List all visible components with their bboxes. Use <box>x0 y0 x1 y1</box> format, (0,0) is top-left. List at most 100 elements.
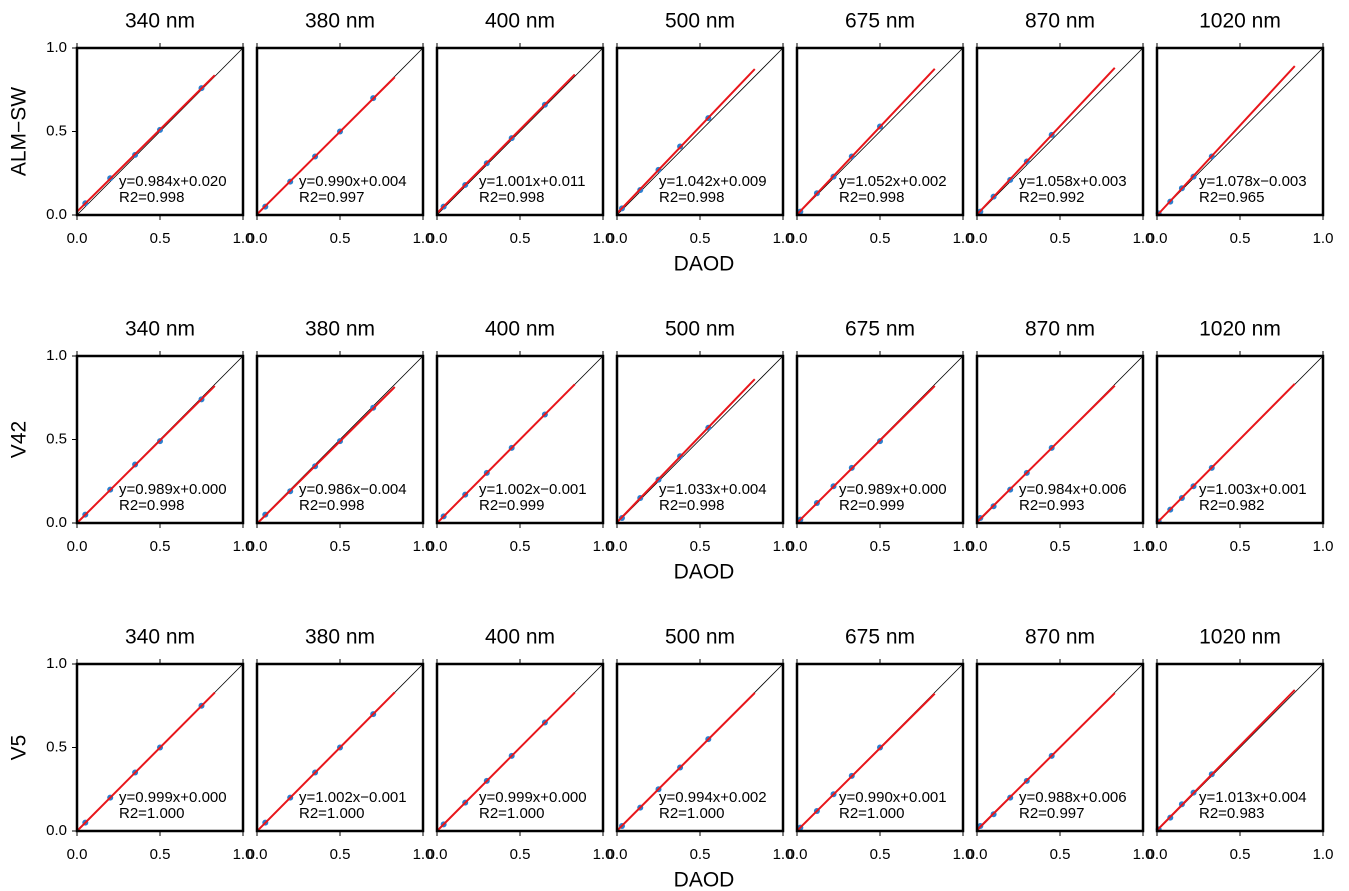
x-tick-label: 0.5 <box>870 846 891 863</box>
x-tick-label: 1.0 <box>953 230 974 247</box>
y-tick-label: 0.5 <box>46 430 67 447</box>
x-tick-label: 1.0 <box>413 538 434 555</box>
x-tick-label: 0.5 <box>150 538 171 555</box>
fit-line <box>256 76 396 216</box>
fit-equation: y=0.984x+0.006 <box>1019 481 1127 498</box>
panel-title: 340 nm <box>125 10 195 33</box>
fit-equation: y=0.999x+0.000 <box>119 789 227 806</box>
x-tick-label: 1.0 <box>1133 846 1154 863</box>
fit-r2: R2=0.998 <box>479 189 544 206</box>
fit-equation: y=1.003x+0.001 <box>1199 481 1307 498</box>
fit-line <box>76 385 216 524</box>
fit-equation: y=1.002x−0.001 <box>299 789 407 806</box>
one-to-one-line <box>796 47 964 216</box>
x-tick-label: 0.0 <box>787 230 808 247</box>
x-tick-label: 0.0 <box>247 538 268 555</box>
x-tick-label: 0.0 <box>1147 230 1168 247</box>
x-tick-label: 1.0 <box>233 538 254 555</box>
x-tick-label: 0.0 <box>1147 846 1168 863</box>
panel-title: 1020 nm <box>1199 318 1281 341</box>
x-tick-label: 0.0 <box>967 538 988 555</box>
x-tick-label: 0.0 <box>67 230 88 247</box>
x-tick-label: 1.0 <box>233 230 254 247</box>
fit-r2: R2=0.992 <box>1019 189 1084 206</box>
y-axis-label: V5 <box>8 735 31 761</box>
x-tick-label: 1.0 <box>773 230 794 247</box>
panel-title: 1020 nm <box>1199 10 1281 33</box>
fit-r2: R2=0.998 <box>299 497 364 514</box>
fit-r2: R2=0.998 <box>119 497 184 514</box>
panel-title: 380 nm <box>305 318 375 341</box>
y-tick-label: 0.0 <box>46 514 67 531</box>
fit-equation: y=0.984x+0.020 <box>119 173 227 190</box>
panel-title: 870 nm <box>1025 318 1095 341</box>
fit-r2: R2=0.998 <box>839 189 904 206</box>
x-tick-label: 0.5 <box>1050 230 1071 247</box>
fit-line <box>616 68 756 215</box>
x-tick-label: 0.5 <box>1050 538 1071 555</box>
fit-equation: y=0.989x+0.000 <box>119 481 227 498</box>
fit-equation: y=1.078x−0.003 <box>1199 173 1307 190</box>
x-tick-label: 0.0 <box>967 846 988 863</box>
x-tick-label: 0.5 <box>1050 846 1071 863</box>
fit-line <box>796 692 936 832</box>
fit-line <box>796 68 936 216</box>
fit-r2: R2=1.000 <box>839 805 904 822</box>
x-tick-label: 0.0 <box>1147 538 1168 555</box>
x-tick-label: 1.0 <box>953 538 974 555</box>
x-tick-label: 0.0 <box>67 846 88 863</box>
fit-equation: y=0.989x+0.000 <box>839 481 947 498</box>
y-axis-label: ALM−SW <box>8 87 31 176</box>
x-tick-label: 0.5 <box>510 846 531 863</box>
panel-title: 675 nm <box>845 626 915 649</box>
x-axis-label: DAOD <box>674 253 735 276</box>
fit-equation: y=1.001x+0.011 <box>479 173 585 190</box>
x-tick-label: 0.5 <box>150 846 171 863</box>
one-to-one-line <box>616 47 784 216</box>
x-tick-label: 0.0 <box>967 230 988 247</box>
fit-line <box>256 386 396 525</box>
y-tick-label: 1.0 <box>46 39 67 56</box>
panel-title: 1020 nm <box>1199 626 1281 649</box>
fit-line <box>436 73 576 214</box>
x-tick-label: 0.5 <box>870 538 891 555</box>
x-tick-label: 0.5 <box>150 230 171 247</box>
fit-equation: y=0.999x+0.000 <box>479 789 587 806</box>
fit-line <box>76 691 216 832</box>
fit-equation: y=1.052x+0.002 <box>839 173 947 190</box>
y-tick-label: 0.5 <box>46 122 67 139</box>
x-tick-label: 0.5 <box>330 230 351 247</box>
x-tick-label: 0.0 <box>607 538 628 555</box>
fit-equation: y=1.013x+0.004 <box>1199 789 1307 806</box>
panel-title: 400 nm <box>485 10 555 33</box>
x-tick-label: 0.0 <box>607 846 628 863</box>
fit-r2: R2=0.997 <box>1019 805 1084 822</box>
x-tick-label: 1.0 <box>413 846 434 863</box>
fit-line <box>256 691 396 832</box>
x-tick-label: 1.0 <box>413 230 434 247</box>
x-tick-label: 1.0 <box>1313 538 1334 555</box>
x-axis-label: DAOD <box>674 561 735 584</box>
fit-equation: y=1.033x+0.004 <box>659 481 767 498</box>
panel-title: 400 nm <box>485 318 555 341</box>
panel-title: 340 nm <box>125 626 195 649</box>
x-tick-label: 0.5 <box>330 538 351 555</box>
panel-title: 380 nm <box>305 10 375 33</box>
fit-r2: R2=0.983 <box>1199 805 1264 822</box>
panel-title: 870 nm <box>1025 10 1095 33</box>
fit-line <box>436 691 576 832</box>
one-to-one-line <box>976 47 1144 216</box>
x-tick-label: 0.5 <box>510 230 531 247</box>
fit-line <box>796 385 936 524</box>
x-tick-label: 0.5 <box>870 230 891 247</box>
fit-r2: R2=1.000 <box>659 805 724 822</box>
fit-line <box>976 67 1116 216</box>
x-tick-label: 1.0 <box>593 230 614 247</box>
x-tick-label: 1.0 <box>773 846 794 863</box>
fit-line <box>436 383 576 524</box>
x-tick-label: 0.0 <box>427 230 448 247</box>
panel-title: 675 nm <box>845 10 915 33</box>
fit-equation: y=1.002x−0.001 <box>479 481 587 498</box>
fit-r2: R2=0.999 <box>479 497 544 514</box>
